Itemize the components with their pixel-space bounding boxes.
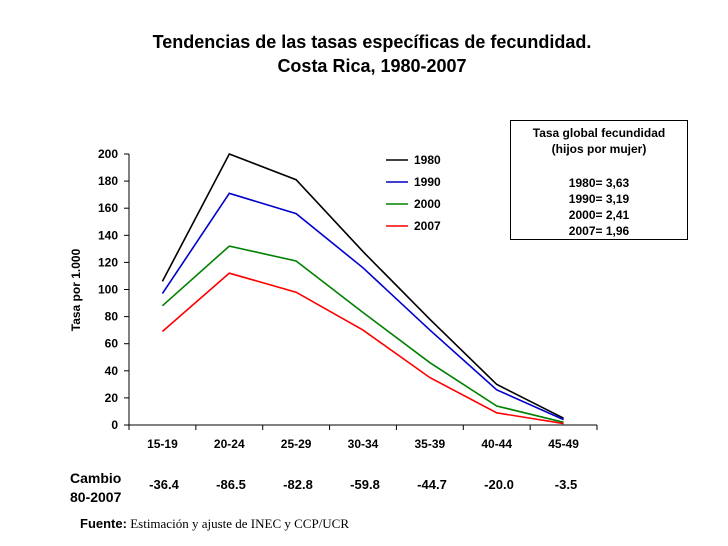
x-axis: 15-19 20-24 25-29 30-34 35-39 40-44 45-49 xyxy=(128,424,598,451)
series-line-2000 xyxy=(161,245,564,424)
legend-label: 2007 xyxy=(414,219,441,233)
change-value: -20.0 xyxy=(484,477,514,492)
total-fertility-item: 1990= 3,19 xyxy=(568,192,630,206)
x-tick-label: 40-44 xyxy=(481,437,512,451)
chart-title-line-2: Costa Rica, 1980-2007 xyxy=(277,56,467,76)
series-line-1990 xyxy=(161,192,564,421)
line-chart: 0 20 40 60 80 100 120 140 160 180 200 15-19 20-24 25… xyxy=(69,147,598,451)
change-row-label: Cambio 80-2007 xyxy=(70,469,121,507)
chart-title: Tendencias de las tasas específicas de f… xyxy=(0,30,728,78)
y-axis: 0 20 40 60 80 100 120 140 160 180 200 xyxy=(98,147,130,432)
y-tick-label: 80 xyxy=(105,310,119,324)
x-tick-label: 30-34 xyxy=(348,437,379,451)
x-tick-label: 15-19 xyxy=(147,437,178,451)
legend-label: 1990 xyxy=(414,175,441,189)
total-fertility-title-line-1: Tasa global fecundidad xyxy=(532,126,666,140)
total-fertility-item: 2007= 1,96 xyxy=(568,224,630,238)
y-tick-label: 160 xyxy=(98,201,118,215)
chart-title-line-1: Tendencias de las tasas específicas de f… xyxy=(152,32,592,52)
change-value: -3.5 xyxy=(554,477,578,492)
change-value: -36.4 xyxy=(149,477,179,492)
change-value: -86.5 xyxy=(216,477,246,492)
series-line-2007 xyxy=(161,272,564,425)
change-value: -82.8 xyxy=(283,477,313,492)
total-fertility-item: 1980= 3,63 xyxy=(568,176,630,190)
change-row-label-line-1: Cambio xyxy=(70,470,122,486)
x-tick-label: 20-24 xyxy=(214,437,245,451)
source-note: Fuente: Estimación y ajuste de INEC y CC… xyxy=(80,516,349,532)
y-tick-label: 0 xyxy=(111,418,118,432)
total-fertility-list: 1980= 3,63 1990= 3,19 2000= 2,41 2007= 1… xyxy=(511,175,687,239)
total-fertility-title: Tasa global fecundidad (hijos por mujer) xyxy=(511,125,687,157)
y-tick-label: 40 xyxy=(105,364,119,378)
total-fertility-box: Tasa global fecundidad (hijos por mujer)… xyxy=(510,120,688,240)
legend: 1980 1990 2000 2007 xyxy=(386,153,441,233)
y-tick-label: 180 xyxy=(98,174,118,188)
source-label: Fuente: xyxy=(80,516,127,531)
y-tick-label: 120 xyxy=(98,255,118,269)
total-fertility-title-line-2: (hijos por mujer) xyxy=(551,142,647,156)
series-line-1980 xyxy=(161,152,564,419)
x-tick-label: 45-49 xyxy=(548,437,579,451)
source-text: Estimación y ajuste de INEC y CCP/UCR xyxy=(126,516,350,531)
y-tick-label: 140 xyxy=(98,228,118,242)
y-tick-label: 20 xyxy=(105,391,119,405)
series-lines xyxy=(161,152,564,425)
y-tick-label: 200 xyxy=(98,147,118,161)
change-value: -44.7 xyxy=(417,477,447,492)
change-row-label-line-2: 80-2007 xyxy=(70,489,122,505)
y-axis-label: Tasa por 1.000 xyxy=(69,248,83,331)
legend-label: 2000 xyxy=(414,197,441,211)
y-tick-label: 60 xyxy=(105,337,119,351)
change-value: -59.8 xyxy=(350,477,380,492)
x-tick-label: 25-29 xyxy=(281,437,312,451)
x-tick-label: 35-39 xyxy=(415,437,446,451)
y-tick-label: 100 xyxy=(98,283,118,297)
legend-label: 1980 xyxy=(414,153,441,167)
total-fertility-item: 2000= 2,41 xyxy=(568,208,630,222)
